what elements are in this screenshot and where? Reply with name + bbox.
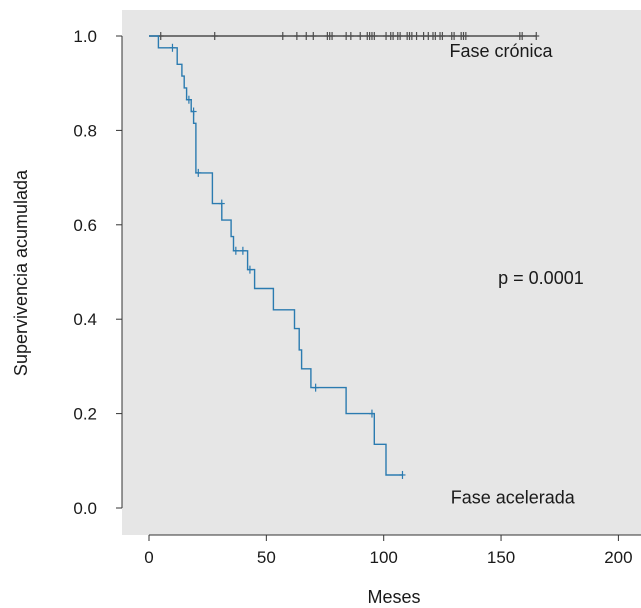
annotation-0: Fase crónica bbox=[450, 41, 554, 61]
x-tick-label: 0 bbox=[144, 548, 153, 567]
x-tick-label: 100 bbox=[370, 548, 398, 567]
y-tick-label: 0.8 bbox=[73, 121, 97, 140]
series-line-fase-acelerada bbox=[149, 35, 403, 476]
y-tick-label: 0.0 bbox=[73, 499, 97, 518]
y-tick-label: 1.0 bbox=[73, 27, 97, 46]
x-axis-title: Meses bbox=[367, 587, 420, 607]
series-layer bbox=[149, 32, 540, 479]
y-tick-label: 0.2 bbox=[73, 405, 97, 424]
axis-ticks: 0 50 100 150 200 0.0 0.2 0.4 0.6 0.8 1.0 bbox=[73, 27, 632, 567]
annotations: Fase crónica p = 0.0001 Fase acelerada bbox=[450, 41, 584, 507]
plot-area bbox=[122, 10, 641, 535]
y-tick-label: 0.4 bbox=[73, 310, 97, 329]
y-tick-label: 0.6 bbox=[73, 216, 97, 235]
x-tick-label: 50 bbox=[257, 548, 276, 567]
annotation-1: p = 0.0001 bbox=[498, 268, 584, 288]
x-tick-label: 150 bbox=[487, 548, 515, 567]
annotation-2: Fase acelerada bbox=[451, 487, 576, 507]
x-tick-label: 200 bbox=[604, 548, 632, 567]
y-axis-title: Supervivencia acumulada bbox=[11, 169, 31, 376]
